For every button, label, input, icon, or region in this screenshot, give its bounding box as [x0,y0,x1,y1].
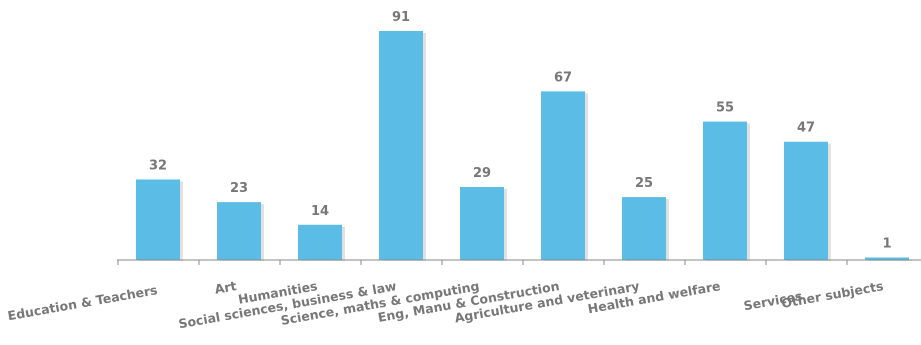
data-label-eng-manu-construction: 67 [554,70,572,85]
bars [136,31,912,261]
bar-humanities [298,225,342,260]
bar-agriculture-and-veterinary [622,197,666,260]
data-label-services: 47 [797,121,815,136]
data-label-social-sciences-business-law: 91 [392,10,410,25]
category-label-art: Art [213,278,237,297]
data-label-agriculture-and-veterinary: 25 [635,176,653,191]
bar-art [217,202,261,260]
bar-science-maths-computing [460,187,504,260]
data-label-health-and-welfare: 55 [716,101,734,116]
bar-health-and-welfare [703,122,747,260]
data-label-other-subjects: 1 [882,236,891,251]
category-label-education-teachers: Education & Teachers [6,282,158,323]
data-label-humanities: 14 [311,204,329,219]
category-label-other-subjects: Other subjects [780,278,884,311]
data-label-education-teachers: 32 [149,158,167,173]
data-label-science-maths-computing: 29 [473,166,491,181]
data-label-art: 23 [230,181,248,196]
bar-services [784,142,828,260]
category-labels: Education & Teachers Art HumanitiesSocial … [6,278,884,331]
bar-social-sciences-business-law [379,31,423,260]
bar-education-teachers [136,179,180,260]
bar-eng-manu-construction [541,91,585,260]
